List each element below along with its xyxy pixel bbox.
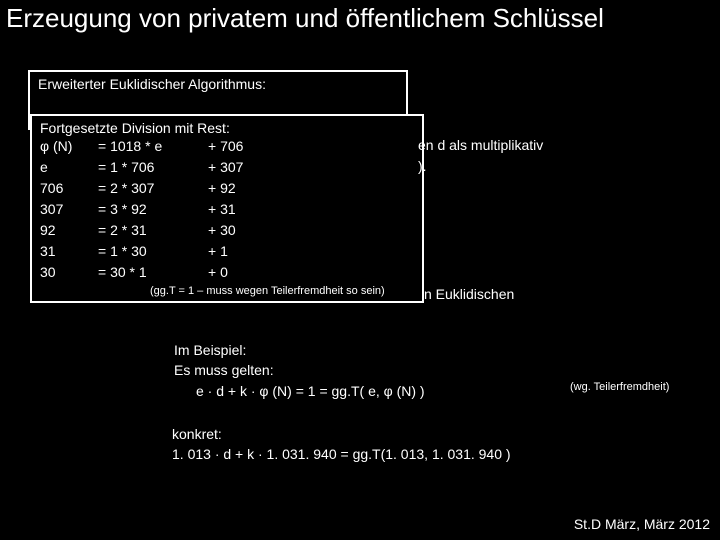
ggt-note: (gg.T = 1 – muss wegen Teilerfremdheit s… — [40, 285, 414, 297]
background-text-fragment-2: n Euklidischen — [424, 286, 514, 302]
div-col-a: 31 — [40, 241, 98, 262]
div-col-b: = 3 * 92 — [98, 199, 208, 220]
concrete-line2: 1. 013 · d + k · 1. 031. 940 = gg.T(1. 0… — [172, 444, 511, 464]
example-line3: e · d + k · φ (N) = 1 = gg.T( e, φ (N) ) — [174, 381, 425, 401]
div-col-c: + 0 — [208, 262, 288, 283]
division-heading: Fortgesetzte Division mit Rest: — [40, 120, 414, 136]
page-title: Erzeugung von privatem und öffentlichem … — [6, 4, 604, 33]
div-col-b: = 1 * 30 — [98, 241, 208, 262]
division-row: 92 = 2 * 31 + 30 — [40, 220, 414, 241]
div-col-b: = 2 * 31 — [98, 220, 208, 241]
example-line1: Im Beispiel: — [174, 340, 425, 360]
division-row: 31 = 1 * 30 + 1 — [40, 241, 414, 262]
div-col-b: = 1018 * e — [98, 136, 208, 157]
bg-line: ). — [418, 158, 427, 174]
division-row: 30 = 30 * 1 + 0 — [40, 262, 414, 283]
example-block: Im Beispiel: Es muss gelten: e · d + k ·… — [174, 340, 425, 401]
footer-text: St.D März, März 2012 — [574, 516, 710, 532]
background-text-fragment-1: en d als multiplikativ ). — [418, 135, 543, 177]
div-col-a: φ (N) — [40, 136, 98, 157]
div-col-c: + 30 — [208, 220, 288, 241]
div-col-a: 30 — [40, 262, 98, 283]
division-row: e = 1 * 706 + 307 — [40, 157, 414, 178]
example-line2: Es muss gelten: — [174, 360, 425, 380]
div-col-c: + 31 — [208, 199, 288, 220]
div-col-b: = 1 * 706 — [98, 157, 208, 178]
div-col-b: = 30 * 1 — [98, 262, 208, 283]
div-col-c: + 307 — [208, 157, 288, 178]
div-col-a: 307 — [40, 199, 98, 220]
div-col-a: 706 — [40, 178, 98, 199]
division-row: 706 = 2 * 307 + 92 — [40, 178, 414, 199]
division-box: Fortgesetzte Division mit Rest: φ (N) = … — [30, 114, 424, 303]
bg-line: en d als multiplikativ — [418, 137, 543, 153]
division-table: φ (N) = 1018 * e + 706 e = 1 * 706 + 307… — [40, 136, 414, 283]
div-col-a: e — [40, 157, 98, 178]
example-note: (wg. Teilerfremdheit) — [570, 381, 669, 393]
div-col-c: + 1 — [208, 241, 288, 262]
division-row: 307 = 3 * 92 + 31 — [40, 199, 414, 220]
div-col-a: 92 — [40, 220, 98, 241]
concrete-block: konkret: 1. 013 · d + k · 1. 031. 940 = … — [172, 424, 511, 465]
concrete-line1: konkret: — [172, 424, 511, 444]
algorithm-box-label: Erweiterter Euklidischer Algorithmus: — [38, 76, 398, 92]
div-col-c: + 92 — [208, 178, 288, 199]
division-row: φ (N) = 1018 * e + 706 — [40, 136, 414, 157]
div-col-b: = 2 * 307 — [98, 178, 208, 199]
div-col-c: + 706 — [208, 136, 288, 157]
